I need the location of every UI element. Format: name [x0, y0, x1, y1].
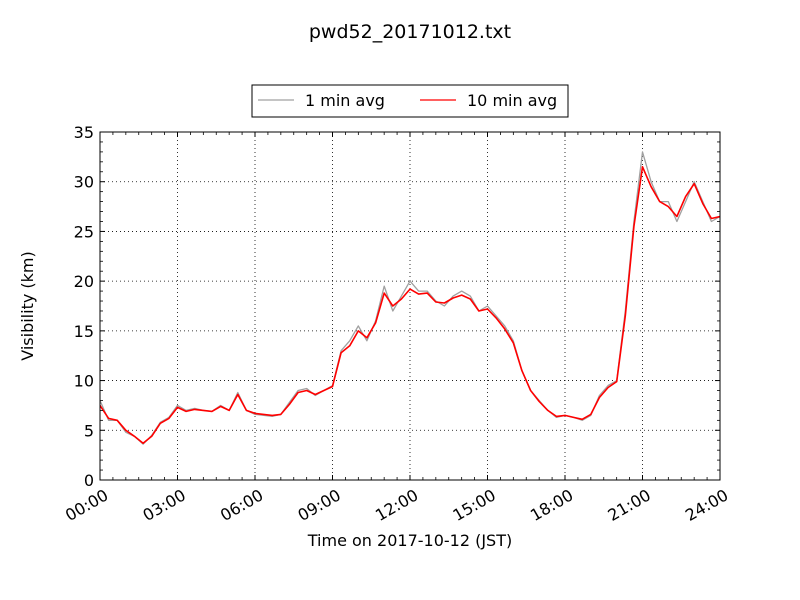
- x-tick-label: 09:00: [295, 485, 344, 525]
- y-axis-label: Visibility (km): [18, 251, 37, 360]
- x-tick-label: 06:00: [217, 485, 266, 525]
- y-tick-label: 30: [74, 173, 94, 192]
- y-tick-label: 10: [74, 372, 94, 391]
- legend-label-10min: 10 min avg: [467, 91, 557, 110]
- series-layer: [100, 151, 720, 445]
- x-tick-label: 21:00: [605, 485, 654, 525]
- x-axis-label: Time on 2017-10-12 (JST): [307, 531, 512, 550]
- legend-box: [251, 84, 569, 118]
- y-tick-label: 35: [74, 123, 94, 142]
- x-tick-label: 00:00: [62, 485, 111, 525]
- y-tick-label: 25: [74, 222, 94, 241]
- legend: 1 min avg 10 min avg: [251, 84, 569, 118]
- legend-label-1min: 1 min avg: [305, 91, 385, 110]
- y-tick-label: 5: [84, 421, 94, 440]
- x-tick-label: 24:00: [682, 485, 731, 525]
- x-tick-label: 03:00: [140, 485, 189, 525]
- y-tick-label: 15: [74, 322, 94, 341]
- series-line-10-min-avg: [100, 166, 720, 445]
- chart-title: pwd52_20171012.txt: [309, 21, 511, 43]
- x-tick-label: 15:00: [450, 485, 499, 525]
- y-tick-label: 0: [84, 471, 94, 490]
- x-tick-label: 12:00: [372, 485, 421, 525]
- x-tick-label: 18:00: [527, 485, 576, 525]
- ticks: 0 5 10 15 20 25 30 35 00:00 03:00 06:00 09:00 12:00 1…: [62, 123, 731, 525]
- y-tick-label: 20: [74, 272, 94, 291]
